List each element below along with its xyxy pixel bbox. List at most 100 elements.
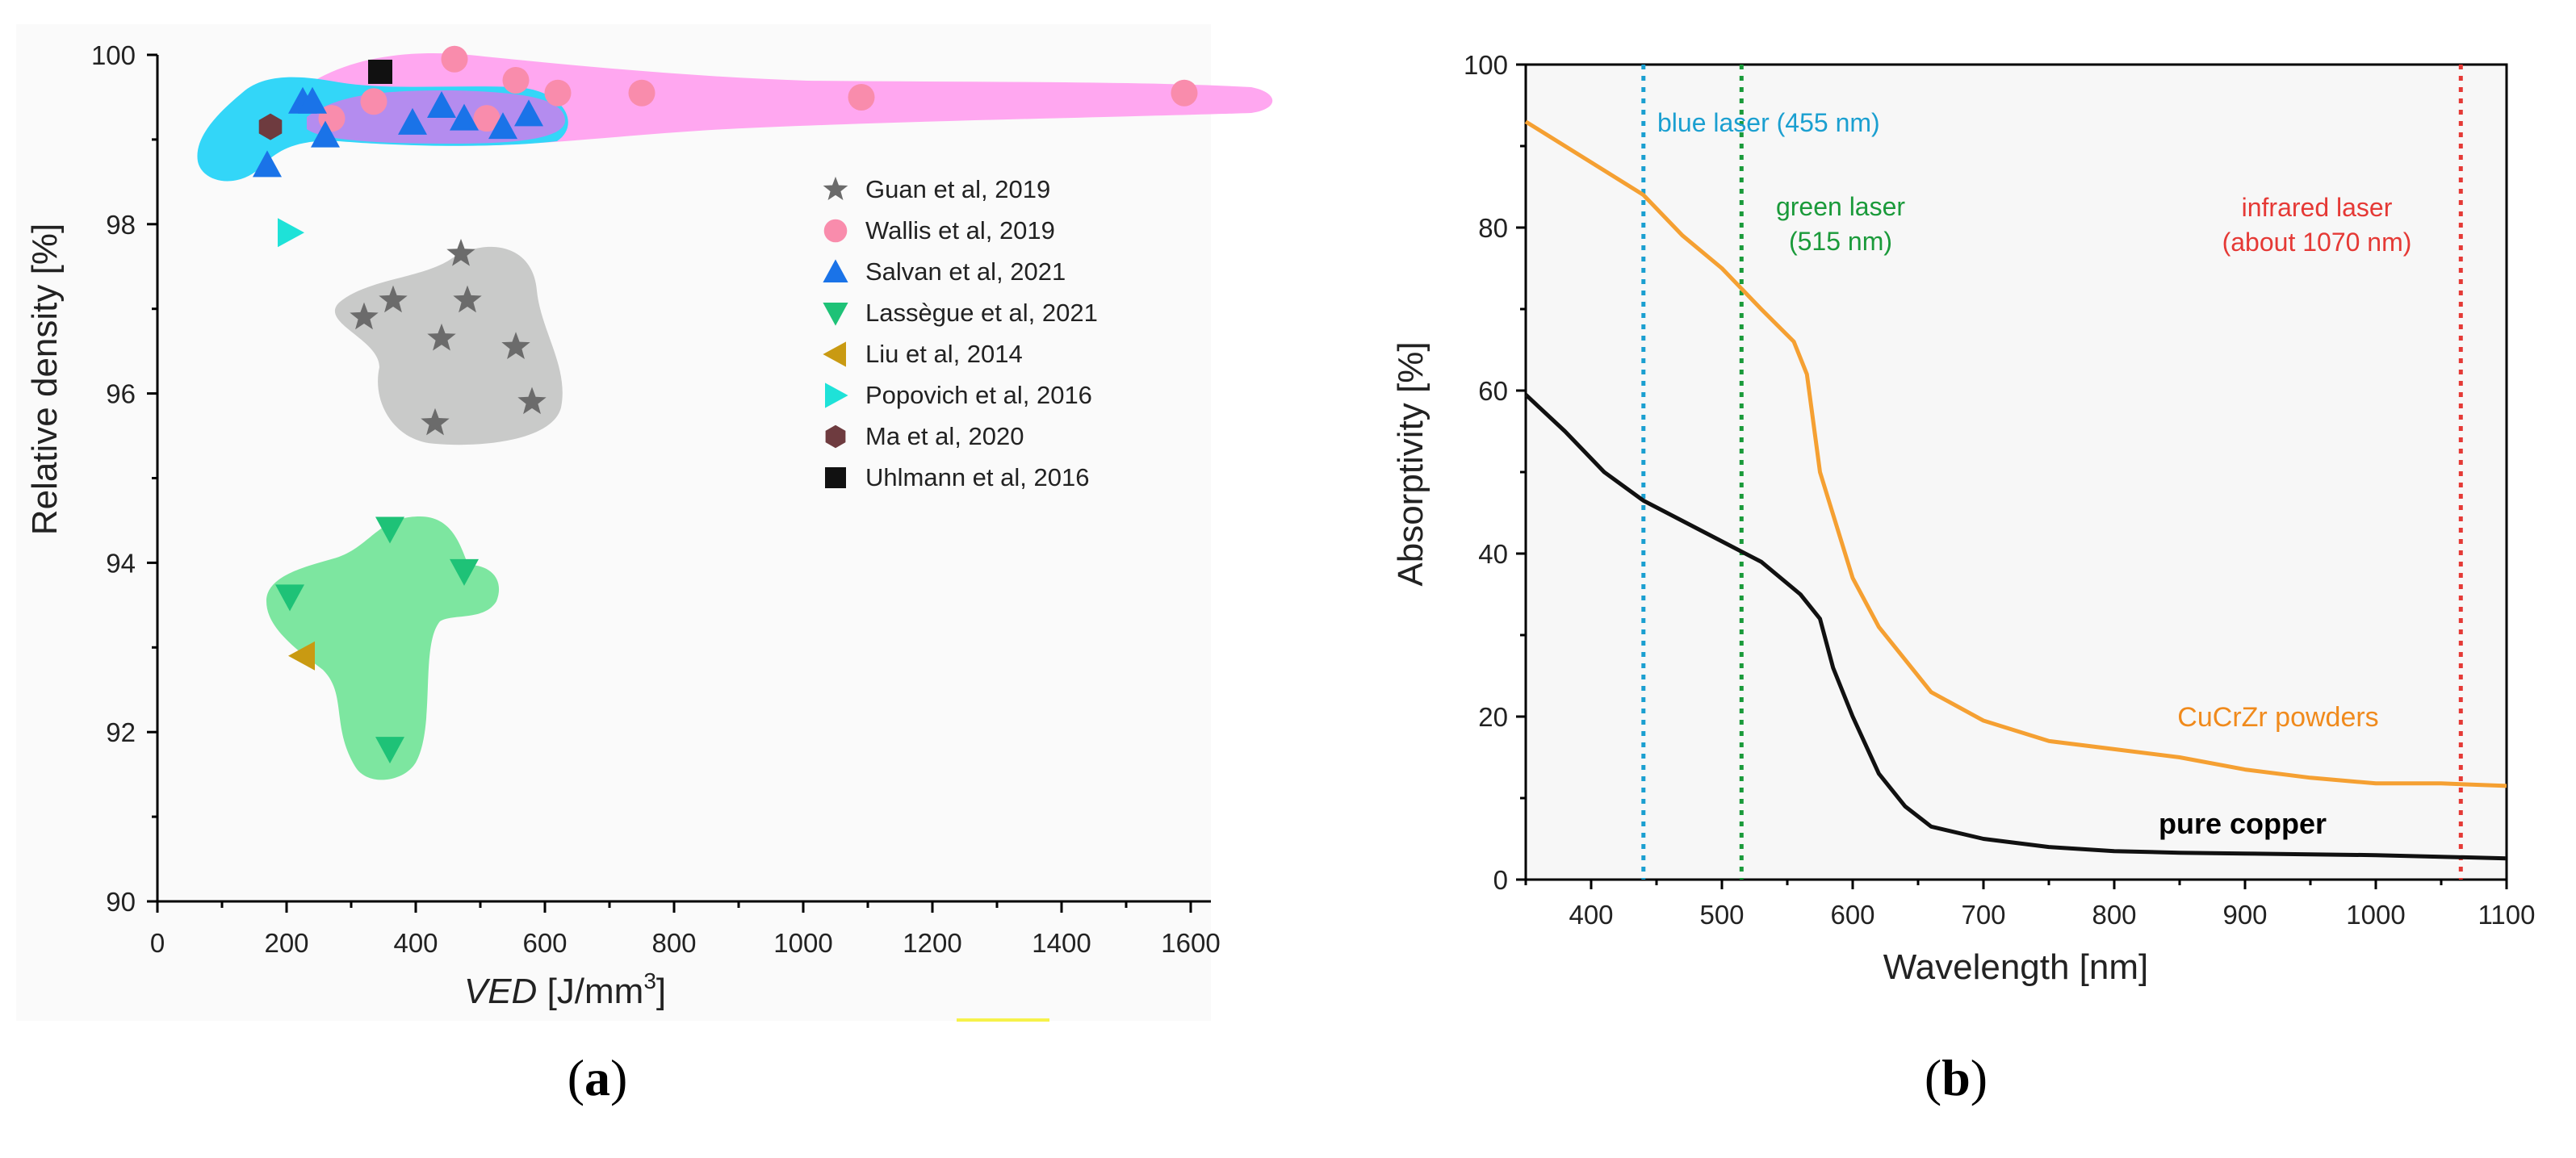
x-tick-label: 1100 — [2478, 900, 2536, 930]
data-point-triangle-up — [398, 107, 427, 135]
legend-marker-star — [823, 176, 848, 201]
annotation-cucrzr: CuCrZr powders — [2177, 702, 2378, 733]
x-axis-title-close: ] — [656, 972, 666, 1011]
data-point-star — [517, 387, 547, 415]
panel-a-x-ticks: 0 200 400 600 800 1000 1200 1400 1600 — [150, 901, 1221, 958]
y-tick-label: 96 — [106, 379, 136, 409]
series-line — [1524, 393, 2507, 861]
data-point-star — [453, 285, 482, 313]
panel-b-caption: (b) — [1925, 1049, 1987, 1106]
panel-a-y-axis-title: Relative density [%] — [25, 224, 65, 535]
data-point-triangle-up — [427, 90, 456, 118]
series-line — [1524, 119, 2507, 788]
data-point-triangle-down — [450, 558, 479, 586]
data-point-square — [368, 59, 392, 84]
annotation-infrared-laser-line1: infrared laser — [2242, 193, 2393, 222]
data-point-circle — [502, 66, 530, 94]
annotation-green-laser-line2: (515 nm) — [1789, 227, 1892, 256]
y-tick-label: 80 — [1478, 213, 1508, 243]
y-tick-label: 0 — [1493, 865, 1508, 895]
legend-marker-triangle-left — [823, 341, 846, 367]
data-point-star — [427, 323, 456, 351]
x-tick-label: 200 — [264, 928, 308, 958]
data-point-star — [446, 238, 475, 266]
x-tick-label: 500 — [1699, 900, 1744, 930]
panel-a-x-axis-title: VED [J/mm3] — [464, 968, 666, 1011]
x-tick-label: 1000 — [2346, 900, 2405, 930]
panel-a-caption-letter: a — [584, 1049, 610, 1106]
legend-marker-triangle-right — [825, 383, 848, 408]
panel-b-y-axis-title: Absorptivity [%] — [1391, 341, 1430, 586]
panel-b-y-ticks: 0 20 40 60 80 100 — [1464, 50, 1526, 895]
y-tick-label: 40 — [1478, 539, 1508, 569]
data-point-triangle-down — [375, 516, 404, 544]
data-point-circle — [473, 105, 501, 132]
panel-a: 90 92 94 96 98 100 0 200 400 600 800 1000 1200 1400 1… — [16, 24, 1273, 1106]
y-tick-label: 94 — [106, 548, 136, 578]
x-axis-title-italic: VED — [464, 972, 537, 1011]
data-point-star — [421, 408, 450, 436]
annotation-pure-copper: pure copper — [2159, 807, 2327, 840]
annotation-green-laser-line1: green laser — [1776, 192, 1905, 221]
legend-label: Popovich et al, 2016 — [865, 381, 1092, 409]
annotation-infrared-laser-line2: (about 1070 nm) — [2222, 228, 2412, 257]
data-point-triangle-up — [488, 112, 517, 140]
data-point-triangle-up — [298, 86, 327, 114]
legend-label: Uhlmann et al, 2016 — [865, 463, 1089, 491]
panel-b-lines — [1524, 119, 2507, 861]
x-tick-label: 1200 — [903, 928, 961, 958]
x-tick-label: 1000 — [773, 928, 832, 958]
x-axis-title-unit: [J/mm — [537, 972, 643, 1011]
y-tick-label: 60 — [1478, 376, 1508, 406]
data-point-triangle-up — [514, 99, 543, 127]
legend-label: Liu et al, 2014 — [865, 340, 1023, 368]
panel-b-plot-background — [1526, 65, 2507, 880]
x-tick-label: 900 — [2222, 900, 2267, 930]
lassegue-region — [266, 516, 500, 780]
data-point-circle — [1171, 79, 1198, 107]
data-point-circle — [544, 79, 572, 107]
y-tick-label: 100 — [1464, 50, 1508, 80]
x-tick-label: 600 — [1830, 900, 1874, 930]
panel-b-caption-letter: b — [1941, 1049, 1971, 1106]
data-point-circle — [441, 45, 468, 73]
data-point-triangle-down — [275, 584, 304, 612]
legend-marker-triangle-down — [823, 303, 848, 326]
y-tick-label: 90 — [106, 887, 136, 917]
panel-b-x-ticks: 400 500 600 700 800 900 1000 1100 — [1524, 880, 2536, 930]
legend-marker-square — [825, 467, 846, 488]
y-tick-label: 92 — [106, 717, 136, 747]
data-point-triangle-right — [278, 218, 304, 248]
data-point-triangle-left — [288, 641, 315, 671]
x-tick-label: 800 — [651, 928, 696, 958]
data-point-star — [350, 302, 379, 330]
y-tick-label: 20 — [1478, 702, 1508, 732]
legend-label: Ma et al, 2020 — [865, 422, 1024, 450]
data-point-circle — [848, 83, 875, 111]
x-axis-title-sup: 3 — [643, 968, 656, 993]
x-tick-label: 1600 — [1161, 928, 1220, 958]
panel-b-x-axis-title: Wavelength [nm] — [1883, 947, 2149, 987]
x-tick-label: 700 — [1961, 900, 2005, 930]
data-point-triangle-up — [253, 150, 282, 178]
data-point-triangle-up — [450, 103, 479, 131]
legend-marker-triangle-up — [823, 259, 848, 282]
x-tick-label: 400 — [1569, 900, 1613, 930]
data-point-circle — [628, 79, 656, 107]
x-tick-label: 600 — [522, 928, 567, 958]
x-tick-label: 400 — [393, 928, 438, 958]
data-point-star — [501, 332, 530, 359]
data-point-star — [379, 285, 408, 313]
x-tick-label: 1400 — [1032, 928, 1091, 958]
legend-label: Wallis et al, 2019 — [865, 216, 1055, 245]
data-point-triangle-up — [311, 120, 340, 148]
panel-a-points — [253, 45, 1198, 764]
panel-a-caption: (a) — [568, 1049, 628, 1106]
legend-marker-circle — [823, 219, 848, 243]
panel-b-vertical-lines — [1641, 65, 2463, 880]
panel-a-background — [16, 24, 1211, 1021]
data-point-hexagon — [258, 113, 283, 140]
data-point-circle — [360, 88, 387, 115]
annotation-blue-laser: blue laser (455 nm) — [1657, 108, 1880, 137]
